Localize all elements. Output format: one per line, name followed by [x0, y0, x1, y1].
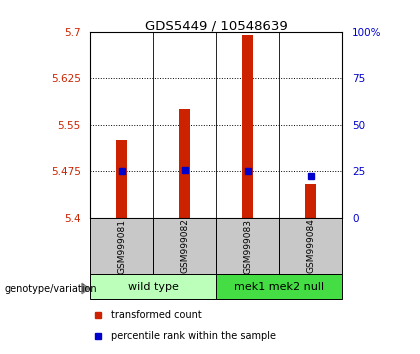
Bar	[242, 35, 254, 218]
Bar	[90, 218, 153, 274]
Text: GSM999083: GSM999083	[243, 218, 252, 274]
Bar	[216, 218, 279, 274]
Text: percentile rank within the sample: percentile rank within the sample	[111, 331, 276, 341]
Text: GSM999084: GSM999084	[306, 218, 315, 274]
Text: transformed count: transformed count	[111, 310, 202, 320]
Text: GSM999081: GSM999081	[117, 218, 126, 274]
Text: wild type: wild type	[128, 282, 179, 292]
Text: genotype/variation: genotype/variation	[4, 284, 97, 293]
Text: GSM999082: GSM999082	[180, 218, 189, 274]
Bar	[179, 109, 191, 218]
Bar	[116, 140, 128, 218]
Bar	[153, 218, 216, 274]
Bar	[216, 274, 342, 299]
Text: GDS5449 / 10548639: GDS5449 / 10548639	[145, 19, 288, 33]
Bar	[90, 274, 216, 299]
Bar	[305, 184, 317, 218]
Text: mek1 mek2 null: mek1 mek2 null	[234, 282, 324, 292]
Bar	[279, 218, 342, 274]
